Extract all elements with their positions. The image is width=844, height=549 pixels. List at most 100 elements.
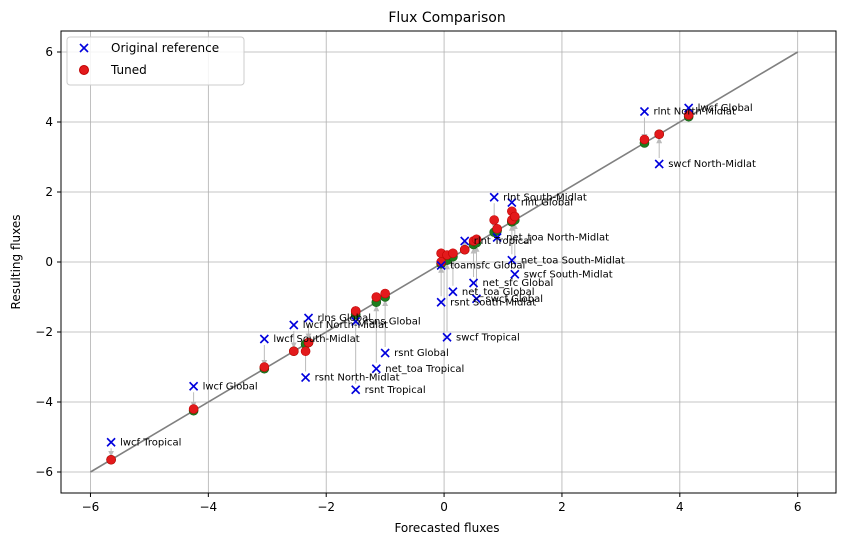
original-x-marker bbox=[684, 103, 694, 113]
grid-lines bbox=[61, 31, 836, 493]
original-x-marker bbox=[471, 294, 482, 304]
original-x-marker bbox=[301, 372, 311, 383]
point-label: rlnt Tropical bbox=[474, 236, 533, 247]
x-tick-label: 0 bbox=[440, 500, 448, 514]
tuned-point bbox=[300, 346, 311, 357]
legend-x-marker bbox=[79, 43, 89, 53]
original-x-marker bbox=[303, 313, 314, 323]
y-tick-label: 6 bbox=[45, 45, 53, 59]
x-tick-label: 6 bbox=[794, 500, 802, 514]
point-labels: lwcf Tropical lwcf Global lwcf South-Midla… bbox=[120, 103, 756, 448]
tuned-points bbox=[106, 110, 694, 465]
tuned-point bbox=[492, 223, 502, 234]
original-x-marker bbox=[189, 381, 199, 391]
tuned-point bbox=[489, 215, 499, 225]
point-label: rlnt South-Midlat bbox=[503, 192, 587, 203]
original-x-marker bbox=[489, 192, 499, 202]
point-label: lwcf Tropical bbox=[120, 437, 181, 448]
original-x-marker bbox=[106, 437, 116, 447]
x-marker-stroke bbox=[654, 159, 664, 169]
x-marker-stroke bbox=[684, 103, 694, 113]
tuned-point bbox=[350, 306, 361, 316]
original-x-marker bbox=[639, 106, 650, 117]
original-x-marker bbox=[371, 364, 381, 374]
chart-title: Flux Comparison bbox=[388, 10, 505, 26]
original-x-marker bbox=[654, 159, 664, 169]
x-tick-label: −4 bbox=[199, 500, 217, 514]
x-tick-label: 4 bbox=[676, 500, 684, 514]
legend-circle-marker bbox=[79, 65, 89, 75]
y-tick-label: 4 bbox=[45, 115, 53, 129]
tuned-point bbox=[303, 337, 314, 348]
x-marker-stroke bbox=[351, 316, 361, 327]
x-marker-stroke bbox=[510, 269, 520, 279]
tuned-point bbox=[654, 129, 664, 140]
x-marker-stroke bbox=[507, 255, 517, 265]
tuned-point bbox=[188, 404, 199, 414]
x-marker-stroke bbox=[448, 287, 458, 297]
tuned-point bbox=[459, 244, 470, 255]
tuned-point bbox=[288, 346, 299, 357]
x-marker-stroke bbox=[436, 297, 446, 307]
legend-label-original: Original reference bbox=[111, 41, 219, 55]
x-marker-stroke bbox=[489, 192, 499, 202]
x-marker-stroke bbox=[259, 334, 269, 344]
legend-box bbox=[66, 36, 245, 86]
y-axis-title: Resulting fluxes bbox=[9, 215, 23, 310]
point-label: net_toa South-Midlat bbox=[521, 255, 625, 266]
tuned-point bbox=[448, 248, 458, 259]
original-x-marker bbox=[492, 232, 502, 243]
original-x-marker bbox=[442, 332, 452, 342]
original-x-marker bbox=[468, 278, 479, 288]
legend-label-tuned: Tuned bbox=[110, 63, 147, 77]
point-label: lwcf South-Midlat bbox=[273, 334, 359, 345]
x-marker-stroke bbox=[436, 260, 446, 271]
y-tick-label: 2 bbox=[45, 185, 53, 199]
x-marker-stroke bbox=[371, 364, 381, 374]
legend: Original reference Tuned bbox=[66, 36, 245, 86]
x-marker-stroke bbox=[460, 236, 470, 246]
point-label: lwcf Global bbox=[698, 103, 753, 114]
x-marker-stroke bbox=[492, 232, 502, 243]
original-x-marker bbox=[448, 287, 458, 297]
tuned-point bbox=[106, 454, 116, 465]
point-label: rlns Global bbox=[318, 313, 372, 324]
point-label: net_toa North-Midlat bbox=[506, 233, 609, 244]
tuned-point bbox=[683, 110, 694, 120]
x-marker-stroke bbox=[106, 437, 116, 447]
original-points bbox=[106, 103, 694, 447]
original-x-marker bbox=[460, 236, 470, 246]
original-x-marker bbox=[351, 385, 361, 395]
x-marker-stroke bbox=[639, 106, 650, 117]
x-marker-stroke bbox=[301, 372, 311, 383]
x-marker-stroke bbox=[189, 381, 199, 391]
point-label: swcf Tropical bbox=[456, 332, 520, 343]
original-x-marker bbox=[436, 260, 446, 271]
x-marker-stroke bbox=[351, 385, 361, 395]
tuned-point bbox=[639, 134, 650, 145]
point-label: rsnt North-Midlat bbox=[315, 373, 400, 384]
tuned-point bbox=[380, 288, 390, 299]
x-tick-label: 2 bbox=[558, 500, 566, 514]
x-marker-stroke bbox=[289, 320, 299, 330]
point-label: lwcf Global bbox=[203, 381, 258, 392]
point-label: net_toa Global bbox=[462, 287, 535, 298]
original-x-marker bbox=[436, 297, 446, 307]
point-label: rlnt North-Midlat bbox=[653, 107, 736, 118]
x-marker-stroke bbox=[303, 313, 314, 323]
point-label: swcf Global bbox=[485, 294, 542, 305]
y-axis-ticks: −6 −4 −2 0 2 4 6 bbox=[35, 45, 61, 479]
x-tick-label: −2 bbox=[317, 500, 335, 514]
x-marker-stroke bbox=[442, 332, 452, 342]
point-label: net_toa Tropical bbox=[385, 364, 464, 375]
x-marker-stroke bbox=[507, 197, 517, 208]
point-label: toamsfc Global bbox=[450, 261, 525, 272]
point-label: lwcf North-Midlat bbox=[303, 320, 388, 331]
original-x-marker bbox=[507, 197, 517, 208]
y-tick-label: −4 bbox=[35, 395, 53, 409]
tuned-point bbox=[371, 292, 382, 302]
tuned-point bbox=[510, 211, 520, 222]
y-tick-label: −6 bbox=[35, 465, 53, 479]
point-label: swcf North-Midlat bbox=[668, 159, 756, 170]
